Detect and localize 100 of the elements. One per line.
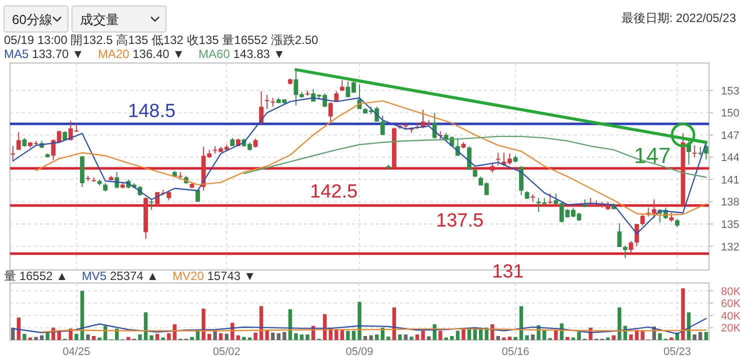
x-tick-label: 05/23 xyxy=(663,346,691,358)
line-series xyxy=(243,136,707,178)
bar xyxy=(92,336,96,340)
bar xyxy=(363,336,368,340)
bar xyxy=(519,306,524,340)
candlestick xyxy=(628,240,634,253)
bar xyxy=(190,336,194,340)
bar xyxy=(386,336,390,340)
bar xyxy=(456,330,460,340)
bar xyxy=(150,335,154,340)
y-tick-label: 150 xyxy=(721,108,740,120)
bar xyxy=(554,330,558,340)
bar xyxy=(207,334,212,340)
y-tick-label: 153 xyxy=(721,85,740,98)
text: 60分線 xyxy=(12,12,52,27)
bar xyxy=(369,335,373,340)
candlestick xyxy=(496,152,500,166)
text: MA60 143.83 ▼ xyxy=(198,47,286,61)
bar xyxy=(138,334,142,340)
bar xyxy=(421,330,425,340)
bar xyxy=(398,334,402,340)
line-series xyxy=(12,318,707,334)
bar xyxy=(340,330,344,340)
bar xyxy=(282,332,286,340)
bar xyxy=(577,332,581,340)
bar xyxy=(450,336,454,340)
y-tick-label: 138 xyxy=(721,196,740,209)
bar xyxy=(46,332,50,340)
bar xyxy=(467,330,472,340)
bar xyxy=(681,288,685,340)
bar xyxy=(618,307,622,340)
bar xyxy=(224,334,228,340)
bar xyxy=(462,328,466,340)
y-tick-label: 132 xyxy=(721,241,740,254)
x-tick-label: 04/25 xyxy=(62,346,90,358)
candlestick xyxy=(340,80,344,92)
x-tick-label: 05/09 xyxy=(346,346,374,358)
bar xyxy=(530,334,535,340)
y-tick-label: 20K xyxy=(721,322,740,335)
y-tick-label: 147 xyxy=(721,130,740,142)
bar xyxy=(22,334,26,340)
bar xyxy=(219,333,223,340)
bar xyxy=(86,334,90,340)
x-tick-label: 05/02 xyxy=(212,346,240,358)
chart-subtitle: 05/19 13:00 開132.5 高135 低132 收135 量16552 漲跌2.50 xyxy=(4,33,319,47)
bar xyxy=(16,318,21,340)
bar xyxy=(236,335,240,340)
y-tick-label: 80K xyxy=(721,286,740,298)
text: 成交量 xyxy=(80,12,119,27)
bar xyxy=(294,333,298,340)
bar xyxy=(155,334,160,340)
bar xyxy=(542,330,546,340)
bar xyxy=(698,332,702,340)
bar xyxy=(514,336,518,340)
candlestick xyxy=(264,94,270,110)
bar xyxy=(410,336,414,340)
bar xyxy=(415,334,420,340)
y-tick-label: 135 xyxy=(721,219,740,231)
candlestick xyxy=(380,115,385,136)
bar xyxy=(358,302,362,340)
bar xyxy=(346,330,350,340)
candlestick xyxy=(623,245,628,259)
bar xyxy=(202,308,206,340)
bar xyxy=(374,334,379,340)
candlestick xyxy=(467,146,472,170)
candlestick xyxy=(692,144,697,158)
bar xyxy=(126,336,130,340)
bar xyxy=(74,334,78,340)
text: MA20 136.40 ▼ xyxy=(98,47,185,61)
bar xyxy=(525,335,529,340)
bar xyxy=(692,334,696,340)
bar xyxy=(34,336,38,340)
candlestick xyxy=(704,142,708,160)
candlestick xyxy=(617,222,622,248)
bar xyxy=(484,328,488,340)
bar xyxy=(334,330,338,340)
candlestick xyxy=(10,146,16,162)
text: MV5 25374 ▲ xyxy=(82,269,159,283)
bar xyxy=(276,333,280,340)
bar xyxy=(566,336,570,340)
candlestick xyxy=(519,166,524,196)
ref-line-label: 137.5 xyxy=(436,210,484,232)
y-tick-label: 144 xyxy=(721,152,740,164)
annotation: 147 xyxy=(634,142,671,168)
bar xyxy=(300,334,304,340)
candlestick xyxy=(16,132,21,150)
bar xyxy=(40,335,44,340)
candlestick xyxy=(432,112,437,140)
ref-line-label: 148.5 xyxy=(128,100,176,122)
x-tick-label: 05/16 xyxy=(502,346,530,358)
candlestick xyxy=(328,102,333,122)
bar xyxy=(438,330,442,340)
bar xyxy=(404,334,408,340)
y-tick-label: 40K xyxy=(721,310,740,322)
bar xyxy=(11,328,15,340)
bar xyxy=(496,336,500,340)
ref-line-label: 131 xyxy=(492,262,524,283)
bar xyxy=(508,336,512,340)
ref-line-label: 142.5 xyxy=(310,181,358,202)
bar xyxy=(167,333,171,340)
